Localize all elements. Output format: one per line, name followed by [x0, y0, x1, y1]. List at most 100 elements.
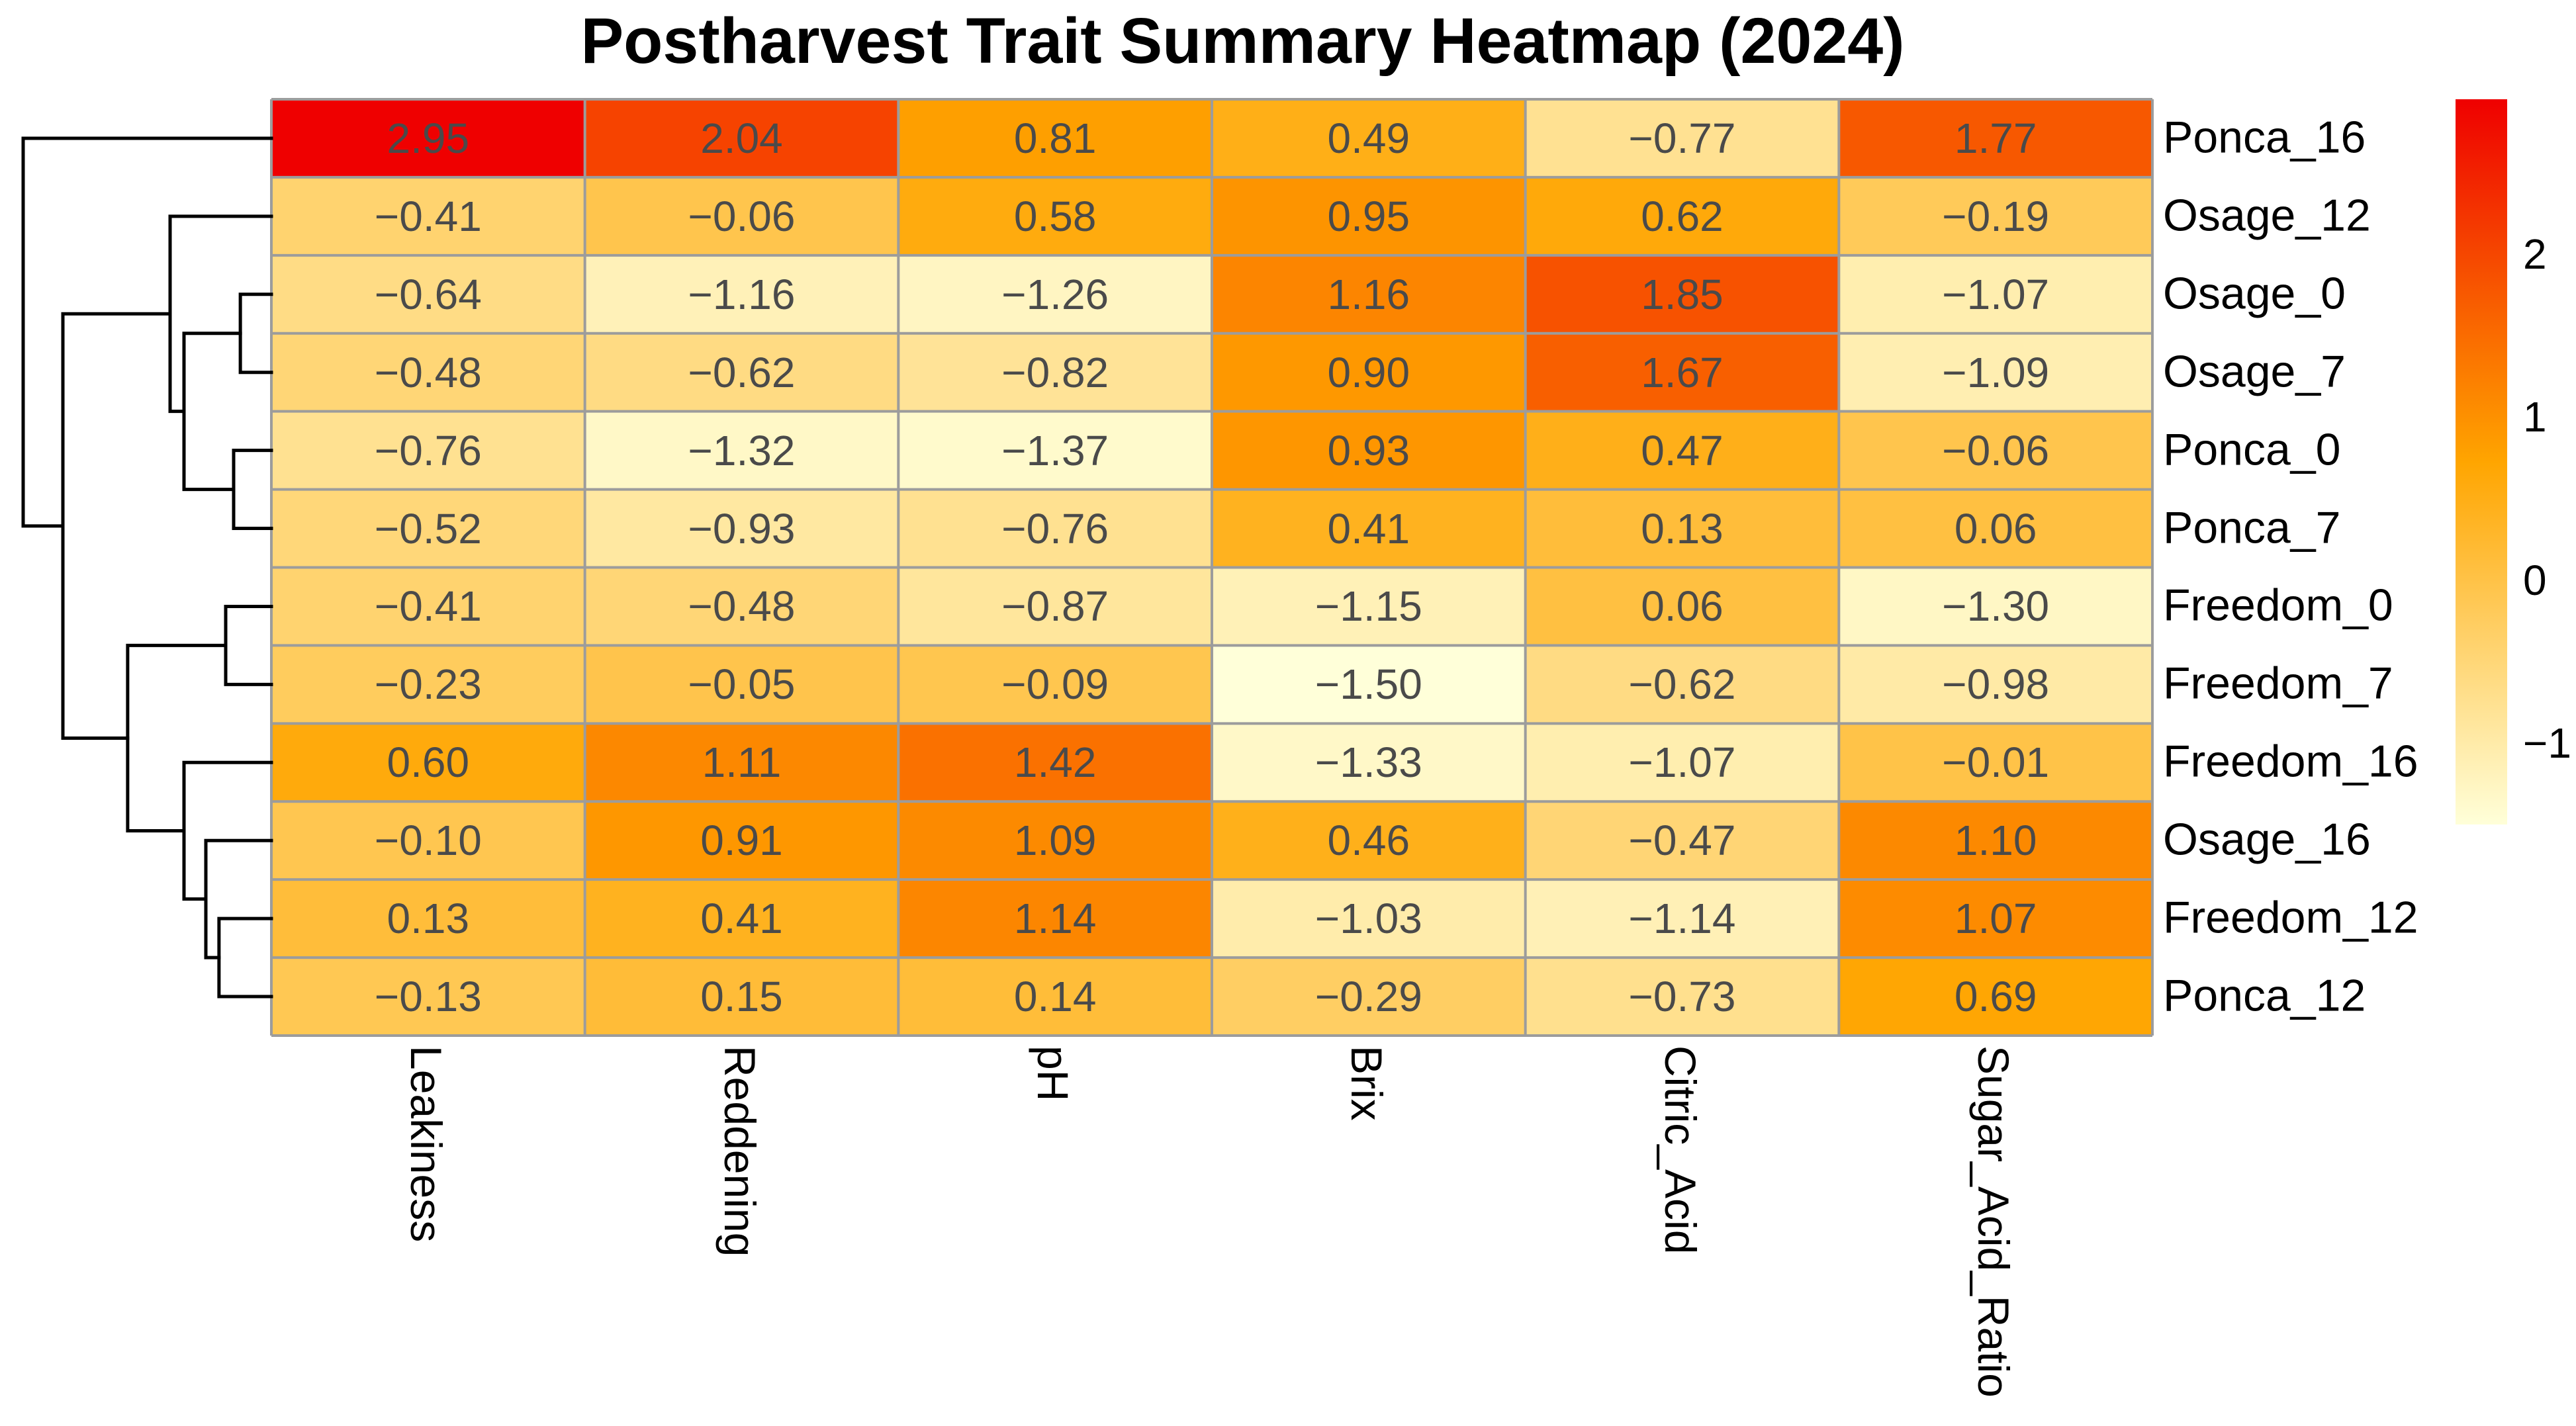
legend-tick-label: −1: [2523, 719, 2571, 767]
heatmap-cell: −0.76: [271, 411, 585, 490]
heatmap-cell: 0.41: [584, 879, 899, 958]
heatmap-cell: 1.09: [898, 801, 1212, 880]
heatmap-cell: 0.13: [1525, 489, 1839, 568]
heatmap-cell: 0.90: [1212, 333, 1526, 412]
column-label: pH: [1029, 1046, 1078, 1102]
legend-tick-label: 0: [2523, 556, 2547, 604]
heatmap-cell: −0.10: [271, 801, 585, 880]
heatmap-cell: −0.05: [584, 645, 899, 724]
heatmap-cell: −0.47: [1525, 801, 1839, 880]
dendrogram-link: [204, 838, 273, 959]
heatmap-cell: −1.50: [1212, 645, 1526, 724]
heatmap-cell: −1.26: [898, 255, 1212, 334]
row-label: Freedom_7: [2163, 658, 2393, 709]
heatmap-cell: 0.58: [898, 177, 1212, 255]
row-label: Ponca_0: [2163, 424, 2341, 475]
row-label: Freedom_12: [2163, 892, 2418, 943]
heatmap-cell: 1.85: [1525, 255, 1839, 334]
heatmap-cell: −1.14: [1525, 879, 1839, 958]
heatmap-cell: 1.67: [1525, 333, 1839, 412]
dendrogram-link: [21, 136, 273, 528]
heatmap-cell: −1.07: [1839, 255, 2152, 334]
heatmap-cell: 0.41: [1212, 489, 1526, 568]
heatmap-cell: 0.13: [271, 879, 585, 958]
column-label: Citric_Acid: [1655, 1046, 1705, 1255]
heatmap-cell: 0.06: [1839, 489, 2152, 568]
column-label: Leakiness: [401, 1046, 451, 1243]
heatmap-cell: 0.69: [1839, 958, 2152, 1036]
legend-gradient-bar: [2456, 99, 2507, 824]
heatmap-cell: −0.01: [1839, 723, 2152, 802]
heatmap-cell: 0.15: [584, 958, 899, 1036]
legend-tick-label: 1: [2523, 393, 2547, 441]
heatmap-cell: 1.11: [584, 723, 899, 802]
chart-title: Postharvest Trait Summary Heatmap (2024): [580, 5, 1905, 77]
legend-tick-label: 2: [2523, 230, 2547, 278]
heatmap-cell: −0.13: [271, 958, 585, 1036]
column-label: Reddening: [715, 1046, 764, 1257]
heatmap-cell: 1.10: [1839, 801, 2152, 880]
heatmap-cell: −0.77: [1525, 99, 1839, 177]
heatmap-cell: 0.62: [1525, 177, 1839, 255]
heatmap-cell: 0.14: [898, 958, 1212, 1036]
heatmap-cell: −0.82: [898, 333, 1212, 412]
heatmap-cell: −0.23: [271, 645, 585, 724]
dendrogram-link: [168, 214, 273, 414]
row-label: Osage_16: [2163, 814, 2371, 865]
dendrogram-link: [126, 643, 228, 832]
heatmap-cell: 0.81: [898, 99, 1212, 177]
heatmap-cell: 1.16: [1212, 255, 1526, 334]
row-label: Freedom_16: [2163, 736, 2418, 787]
heatmap-cell: −0.41: [271, 567, 585, 646]
heatmap-cell: −0.06: [1839, 411, 2152, 490]
heatmap-cell: −0.76: [898, 489, 1212, 568]
heatmap-cell: −0.06: [584, 177, 899, 255]
heatmap-cell: −0.41: [271, 177, 585, 255]
dendrogram-link: [182, 332, 242, 492]
heatmap-cell: 0.47: [1525, 411, 1839, 490]
heatmap-cell: −0.19: [1839, 177, 2152, 255]
heatmap-cell: −1.32: [584, 411, 899, 490]
heatmap-cell: −0.09: [898, 645, 1212, 724]
heatmap-cell: −0.62: [1525, 645, 1839, 724]
heatmap-cell: −0.52: [271, 489, 585, 568]
heatmap-cell: −0.48: [584, 567, 899, 646]
dendrogram-link: [61, 312, 172, 740]
heatmap-cell: −1.16: [584, 255, 899, 334]
row-label: Ponca_16: [2163, 112, 2366, 163]
column-label: Brix: [1342, 1046, 1391, 1121]
dendrogram-link: [238, 292, 273, 375]
heatmap-cell: −1.30: [1839, 567, 2152, 646]
column-label: Sugar_Acid_Ratio: [1969, 1046, 2019, 1398]
heatmap-cell: 0.95: [1212, 177, 1526, 255]
heatmap-cell: −1.07: [1525, 723, 1839, 802]
heatmap-cell: −1.03: [1212, 879, 1526, 958]
heatmap-cell: −0.93: [584, 489, 899, 568]
dendrogram-link: [232, 449, 273, 531]
heatmap-cell: 0.91: [584, 801, 899, 880]
heatmap-cell: −1.37: [898, 411, 1212, 490]
heatmap-cell: −1.09: [1839, 333, 2152, 412]
heatmap-cell: −0.98: [1839, 645, 2152, 724]
dendrogram-link: [182, 760, 273, 901]
row-label: Ponca_7: [2163, 502, 2341, 553]
heatmap-cell: −1.33: [1212, 723, 1526, 802]
heatmap-cell: 0.60: [271, 723, 585, 802]
heatmap-cell: 1.14: [898, 879, 1212, 958]
heatmap-cell: 2.04: [584, 99, 899, 177]
heatmap-cell: −0.87: [898, 567, 1212, 646]
heatmap-cell: −0.48: [271, 333, 585, 412]
row-label: Ponca_12: [2163, 970, 2366, 1021]
row-label: Osage_0: [2163, 268, 2346, 319]
row-label: Freedom_0: [2163, 580, 2393, 631]
heatmap-cell: −0.64: [271, 255, 585, 334]
heatmap-cell: 1.77: [1839, 99, 2152, 177]
heatmap-cell: 0.93: [1212, 411, 1526, 490]
heatmap-cell: −1.15: [1212, 567, 1526, 646]
heatmap-cell: 1.42: [898, 723, 1212, 802]
heatmap-cell: −0.29: [1212, 958, 1526, 1036]
heatmap-cell: −0.62: [584, 333, 899, 412]
heatmap-cell: −0.73: [1525, 958, 1839, 1036]
heatmap-cell: 0.46: [1212, 801, 1526, 880]
